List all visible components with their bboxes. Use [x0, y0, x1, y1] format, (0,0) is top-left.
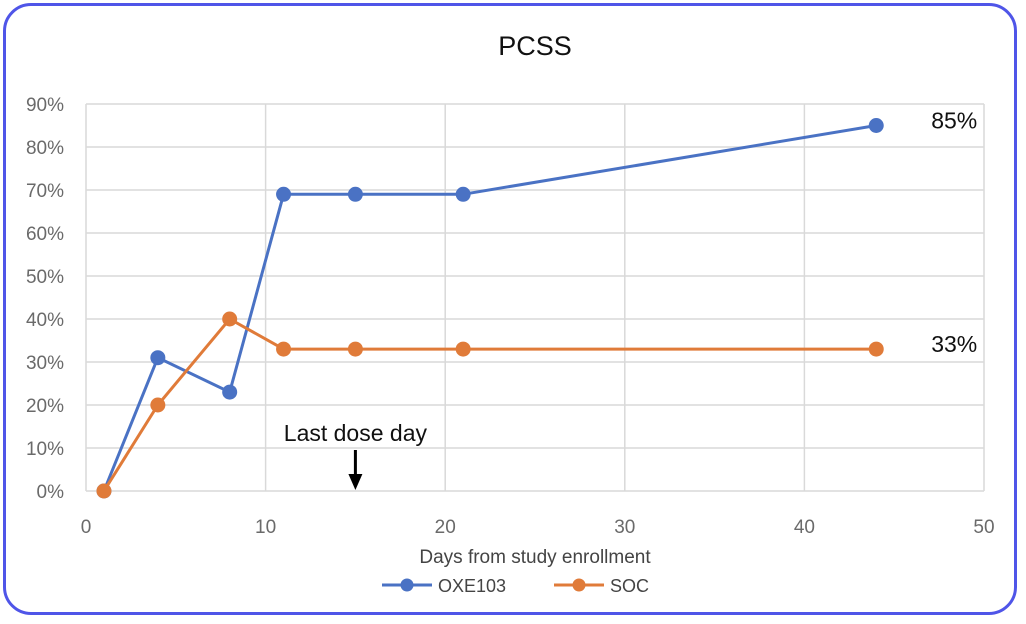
legend: OXE103 SOC — [382, 576, 649, 596]
y-tick-label: 30% — [26, 353, 64, 374]
y-tick-label: 0% — [37, 482, 65, 503]
annotations: Last dose day — [284, 420, 428, 490]
y-tick-label: 40% — [26, 310, 64, 331]
annotation-arrow-head — [348, 474, 363, 490]
data-point-oxe103 — [150, 350, 166, 366]
x-tick-label: 10 — [255, 517, 276, 538]
axis-labels: 0% 10% 20% 30% 40% 50% 60% 70% 80% 90% 0 10 20 30 40 50 — [26, 95, 995, 538]
y-tick-label: 50% — [26, 267, 64, 288]
y-tick-label: 70% — [26, 181, 64, 202]
data-point-soc — [222, 311, 238, 327]
series-line-oxe103 — [102, 124, 877, 492]
legend-label-oxe103: OXE103 — [438, 576, 506, 596]
legend-marker-oxe103 — [400, 578, 414, 592]
data-point-soc — [455, 341, 471, 357]
data-point-oxe103 — [455, 186, 471, 202]
y-tick-label: 90% — [26, 95, 64, 116]
chart-title: PCSS — [498, 31, 572, 61]
data-point-oxe103 — [276, 186, 292, 202]
x-tick-label: 50 — [973, 517, 994, 538]
y-tick-label: 10% — [26, 439, 64, 460]
data-point-oxe103 — [347, 186, 363, 202]
data-point-soc — [868, 341, 884, 357]
y-tick-label: 80% — [26, 138, 64, 159]
end-label-soc: 33% — [931, 331, 977, 357]
legend-marker-soc — [572, 578, 586, 592]
legend-label-soc: SOC — [610, 576, 649, 596]
data-point-soc — [347, 341, 363, 357]
x-tick-label: 0 — [81, 517, 92, 538]
grid-lines — [85, 103, 985, 492]
last-dose-annotation: Last dose day — [284, 420, 428, 446]
x-axis-label: Days from study enrollment — [419, 547, 651, 568]
data-point-soc — [150, 397, 166, 413]
x-tick-label: 40 — [794, 517, 815, 538]
data-point-soc — [276, 341, 292, 357]
end-label-oxe103: 85% — [931, 108, 977, 134]
x-tick-label: 20 — [435, 517, 456, 538]
data-point-oxe103 — [222, 384, 238, 400]
data-point-oxe103 — [868, 118, 884, 133]
data-point-soc — [96, 483, 112, 499]
chart-frame — [3, 3, 1017, 615]
data-series: 85% 33% — [96, 108, 977, 499]
x-tick-label: 30 — [614, 517, 635, 538]
y-tick-label: 60% — [26, 224, 64, 245]
y-tick-label: 20% — [26, 396, 64, 417]
